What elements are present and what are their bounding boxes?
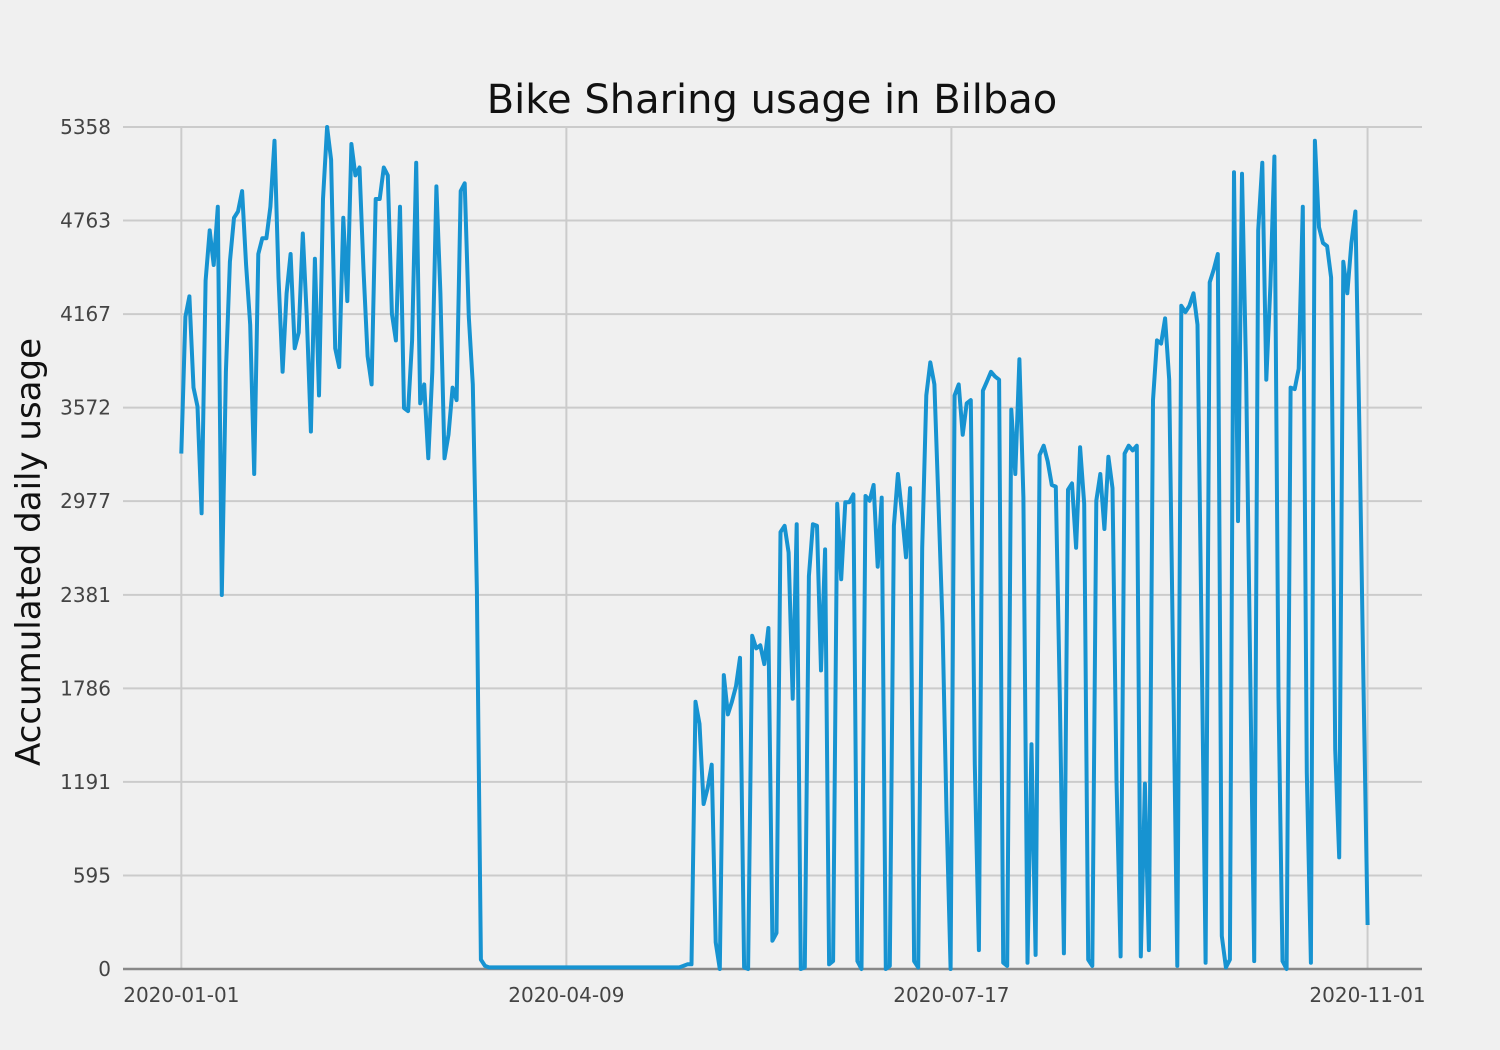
y-tick-label: 2977 <box>60 489 111 513</box>
y-axis-title: Accumulated daily usage <box>9 338 49 766</box>
x-tick-label: 2020-07-17 <box>893 983 1009 1007</box>
y-tick-label: 595 <box>73 863 111 887</box>
y-tick-label: 3572 <box>60 396 111 420</box>
y-tick-labels: 0 595 1191 1786 2381 2977 3572 4167 4763 5358 <box>60 115 111 981</box>
x-tick-label: 2020-04-09 <box>508 983 624 1007</box>
y-tick-label: 1786 <box>60 676 111 700</box>
y-tick-label: 0 <box>98 957 111 981</box>
x-tick-label: 2020-11-01 <box>1309 983 1425 1007</box>
x-tick-label: 2020-01-01 <box>123 983 239 1007</box>
y-tick-label: 4167 <box>60 302 111 326</box>
y-tick-label: 4763 <box>60 209 111 233</box>
y-tick-label: 2381 <box>60 583 111 607</box>
chart-title: Bike Sharing usage in Bilbao <box>487 77 1058 123</box>
y-tick-label: 5358 <box>60 115 111 139</box>
series-group <box>179 125 1370 971</box>
x-tick-labels: 2020-01-01 2020-04-09 2020-07-17 2020-11-01 <box>123 983 1425 1007</box>
series-line <box>179 125 1370 971</box>
y-tick-label: 1191 <box>60 770 111 794</box>
